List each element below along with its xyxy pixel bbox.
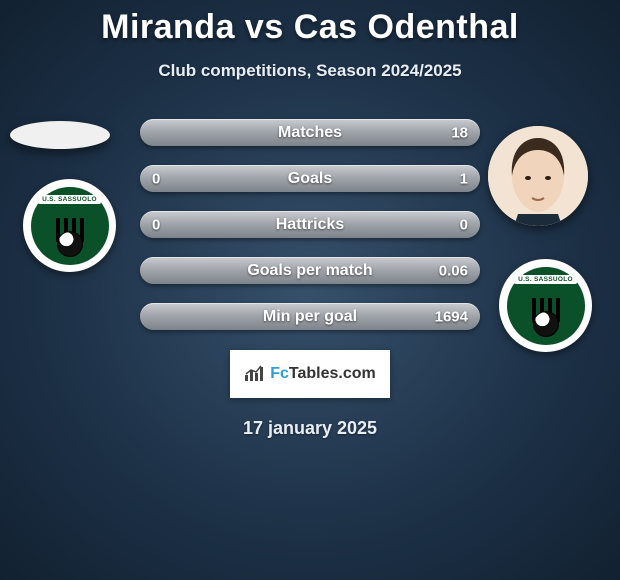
- stat-row: Matches18: [140, 119, 480, 146]
- stat-right-value: 18: [451, 124, 468, 141]
- stat-label: Goals: [140, 170, 480, 188]
- subtitle: Club competitions, Season 2024/2025: [0, 61, 620, 81]
- stat-label: Goals per match: [140, 262, 480, 280]
- stat-right-value: 0: [460, 216, 468, 233]
- stat-row: 0Goals1: [140, 165, 480, 192]
- bar-chart-icon: [244, 365, 266, 383]
- stat-row: Goals per match0.06: [140, 257, 480, 284]
- brand-text: FcTables.com: [270, 365, 376, 383]
- club-badge-left-text: U.S. SASSUOLO: [38, 195, 101, 204]
- stats-table: Matches180Goals10Hattricks0Goals per mat…: [140, 119, 480, 330]
- club-badge-left: U.S. SASSUOLO: [23, 179, 116, 272]
- stat-label: Matches: [140, 124, 480, 142]
- player-left-avatar: [10, 121, 110, 149]
- player-right-avatar: [488, 126, 588, 226]
- stat-label: Min per goal: [140, 308, 480, 326]
- stat-right-value: 1: [460, 170, 468, 187]
- stat-label: Hattricks: [140, 216, 480, 234]
- stat-left-value: 0: [152, 170, 160, 187]
- stat-row: Min per goal1694: [140, 303, 480, 330]
- stat-right-value: 0.06: [439, 262, 468, 279]
- date-label: 17 january 2025: [0, 418, 620, 439]
- page-title: Miranda vs Cas Odenthal: [0, 0, 620, 47]
- stat-left-value: 0: [152, 216, 160, 233]
- stat-row: 0Hattricks0: [140, 211, 480, 238]
- club-badge-right: U.S. SASSUOLO: [499, 259, 592, 352]
- brand-box: FcTables.com: [230, 350, 390, 398]
- stat-right-value: 1694: [435, 308, 468, 325]
- club-badge-right-text: U.S. SASSUOLO: [514, 275, 577, 284]
